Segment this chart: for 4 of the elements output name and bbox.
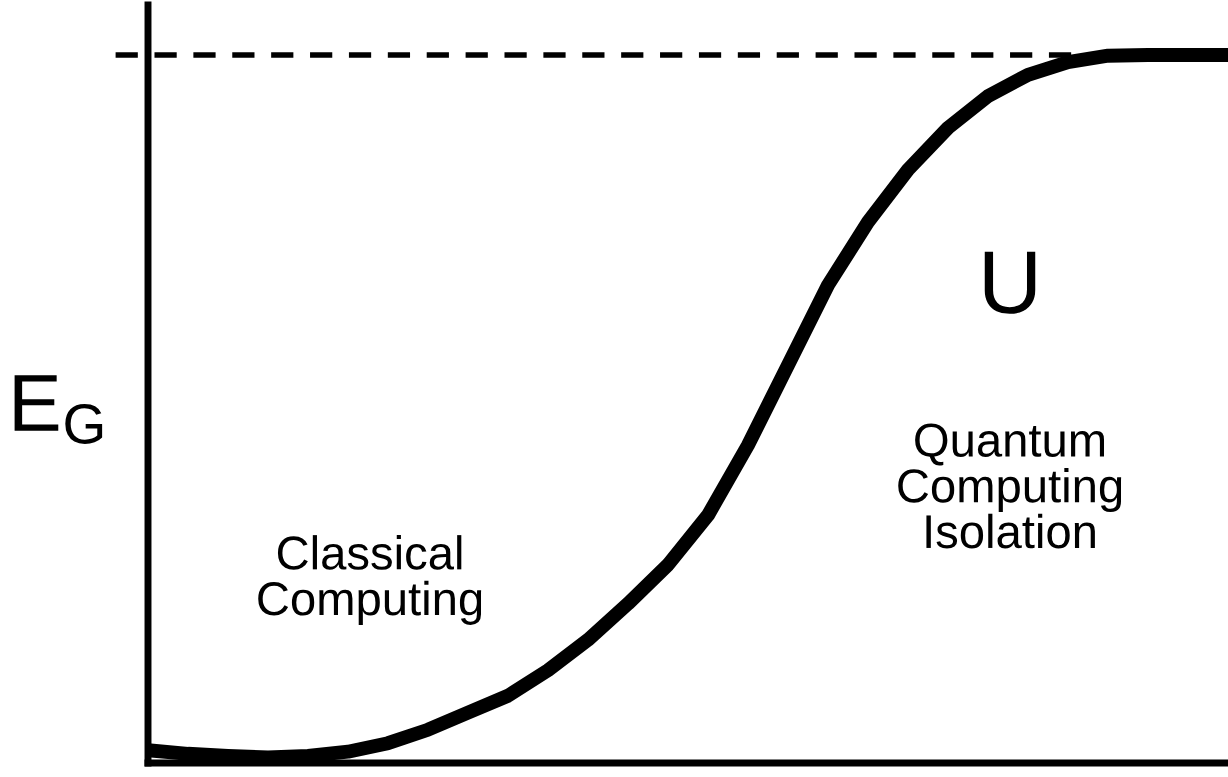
annotation: Classical Computing xyxy=(258,535,482,625)
y-axis-title: E$_{G}$ xyxy=(14,375,103,444)
annotation: Quantum Computing Isolation xyxy=(898,423,1122,549)
annotation: U xyxy=(984,251,1036,314)
